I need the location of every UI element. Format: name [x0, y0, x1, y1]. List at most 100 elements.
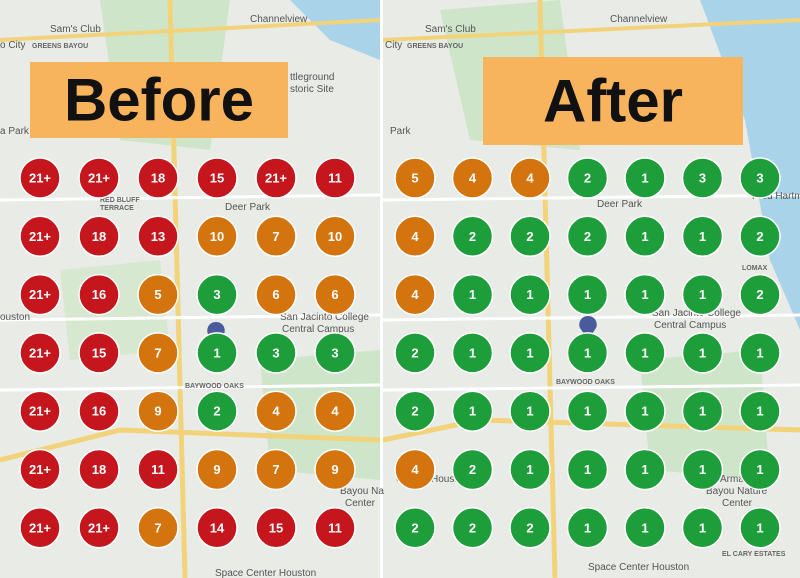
- rank-marker: [255, 390, 297, 432]
- rank-label: 4: [411, 462, 419, 477]
- rank-label: 9: [331, 462, 338, 477]
- rank-marker: [255, 507, 297, 549]
- map-label: BAYWOOD OAKS: [185, 383, 244, 390]
- rank-label: 16: [92, 404, 106, 419]
- rank-label: 3: [272, 345, 279, 360]
- title-box: [30, 62, 288, 138]
- rank-label: 9: [213, 462, 220, 477]
- rank-marker: [509, 157, 551, 199]
- rank-label: 1: [641, 520, 648, 535]
- rank-marker: [196, 215, 238, 258]
- rank-marker: [566, 157, 609, 199]
- map-label: Bayou Nature: [706, 486, 768, 497]
- rank-marker: [394, 215, 436, 258]
- rank-marker: [739, 215, 781, 258]
- rank-label: 7: [154, 520, 161, 535]
- rank-marker: [451, 332, 494, 374]
- rank-marker: [137, 390, 179, 432]
- map-label: Sam's Club: [425, 24, 476, 35]
- rank-marker: [451, 507, 494, 549]
- rank-marker: [681, 448, 724, 491]
- map-label: City: [385, 40, 402, 51]
- rank-marker: [196, 332, 238, 374]
- rank-marker: [394, 157, 436, 199]
- rank-label: 2: [526, 520, 533, 535]
- rank-label: 2: [584, 229, 591, 244]
- rank-marker: [394, 390, 436, 432]
- rank-label: 4: [526, 171, 534, 186]
- rank-label: 10: [210, 229, 224, 244]
- rank-marker: [78, 273, 120, 316]
- rank-marker: [314, 215, 356, 258]
- rank-marker: [451, 215, 494, 258]
- map-label: Channelview: [610, 14, 668, 25]
- rank-label: 18: [92, 229, 106, 244]
- map-label: Space Center Houston: [215, 568, 316, 578]
- rank-marker: [566, 390, 609, 432]
- rank-label: 1: [469, 404, 476, 419]
- rank-label: 1: [756, 404, 763, 419]
- map-label: Center: [345, 498, 376, 509]
- rank-label: 4: [469, 171, 477, 186]
- rank-marker: [19, 507, 61, 549]
- rank-marker: [566, 507, 609, 549]
- rank-label: 4: [411, 229, 419, 244]
- rank-label: 10: [328, 229, 342, 244]
- rank-marker: [137, 215, 179, 258]
- rank-label: 1: [699, 462, 706, 477]
- rank-label: 1: [469, 345, 476, 360]
- rank-label: 2: [469, 520, 476, 535]
- rank-label: 1: [641, 287, 648, 302]
- rank-label: 1: [641, 404, 648, 419]
- map-label: Sam's Club: [50, 24, 101, 35]
- rank-marker: [196, 273, 238, 316]
- rank-label: 16: [92, 287, 106, 302]
- rank-marker: [739, 157, 781, 199]
- rank-marker: [624, 448, 666, 491]
- rank-marker: [255, 332, 297, 374]
- rank-marker: [78, 332, 120, 374]
- map-label: Park: [390, 126, 412, 137]
- rank-label: 21+: [29, 345, 51, 360]
- map-label: BAYWOOD OAKS: [556, 379, 615, 386]
- rank-label: 1: [699, 287, 706, 302]
- rank-marker: [681, 157, 724, 199]
- map-label: storic Site: [290, 84, 334, 95]
- rank-marker: [255, 448, 297, 491]
- rank-marker: [196, 390, 238, 432]
- rank-marker: [255, 215, 297, 258]
- rank-marker: [314, 448, 356, 491]
- rank-marker: [255, 157, 297, 199]
- rank-label: 1: [641, 462, 648, 477]
- rank-label: 11: [328, 171, 342, 186]
- rank-label: 2: [469, 462, 476, 477]
- rank-marker: [196, 448, 238, 491]
- map-label: GREENS BAYOU: [407, 43, 463, 50]
- rank-marker: [78, 448, 120, 491]
- rank-marker: [739, 448, 781, 491]
- rank-marker: [681, 273, 724, 316]
- rank-marker: [314, 273, 356, 316]
- rank-marker: [314, 157, 356, 199]
- map-label: Central Campus: [282, 324, 354, 335]
- rank-label: 3: [699, 171, 706, 186]
- rank-marker: [314, 507, 356, 549]
- rank-marker: [137, 448, 179, 491]
- rank-label: 1: [699, 404, 706, 419]
- rank-marker: [739, 332, 781, 374]
- map-label: ttleground: [290, 72, 334, 83]
- map-label: TERRACE: [100, 205, 134, 212]
- rank-marker: [255, 273, 297, 316]
- rank-marker: [196, 157, 238, 199]
- map-label: Fred Hartm: [752, 191, 800, 202]
- rank-label: 15: [269, 520, 283, 535]
- rank-marker: [681, 507, 724, 549]
- map-label: GREENS BAYOU: [32, 43, 88, 50]
- rank-label: 21+: [265, 171, 287, 186]
- rank-label: 2: [411, 345, 418, 360]
- rank-label: 21+: [88, 171, 110, 186]
- map-label: Channelview: [250, 14, 308, 25]
- rank-label: 3: [331, 345, 338, 360]
